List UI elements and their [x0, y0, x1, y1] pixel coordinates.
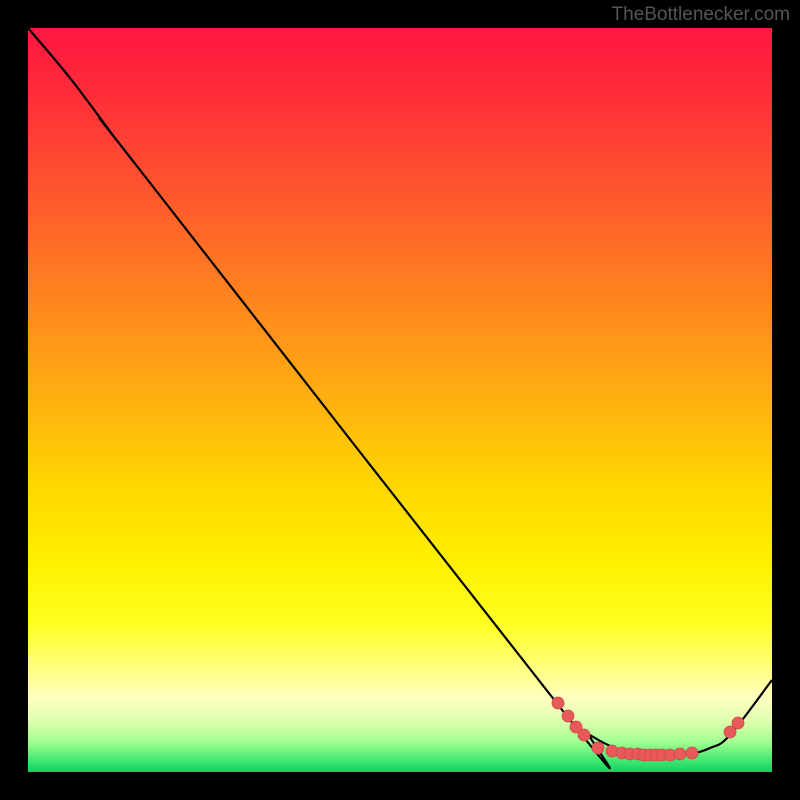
data-marker	[674, 748, 686, 760]
watermark-text: TheBottlenecker.com	[612, 4, 790, 26]
chart-svg	[0, 0, 800, 800]
data-marker	[552, 697, 564, 709]
plot-background	[28, 28, 772, 772]
data-marker	[578, 729, 590, 741]
data-marker	[562, 710, 574, 722]
data-marker	[732, 717, 744, 729]
data-marker	[686, 747, 698, 759]
data-marker	[592, 742, 604, 754]
chart-container	[0, 0, 800, 800]
